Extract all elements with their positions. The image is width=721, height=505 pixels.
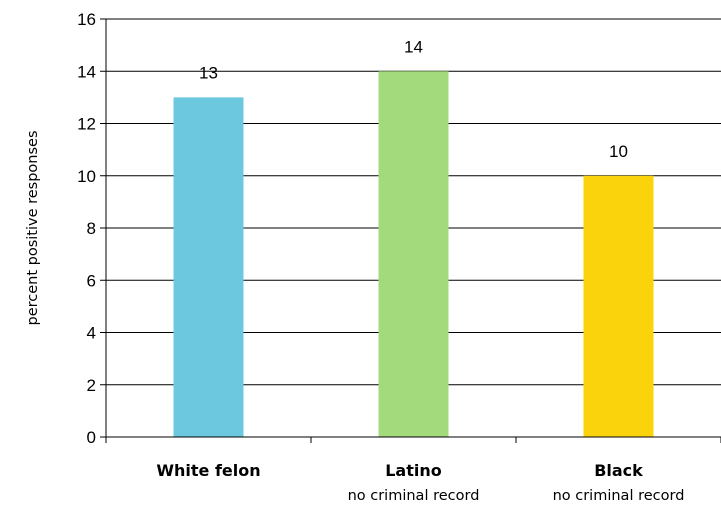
y-tick-label: 6	[87, 271, 96, 290]
data-labels: 13 14 10	[199, 37, 628, 161]
axes	[105, 19, 721, 438]
x-ticks	[105, 437, 721, 443]
y-tick-labels: 0 2 4 6 8 10 12 14 16	[77, 10, 96, 447]
y-tick-label: 0	[87, 428, 96, 447]
y-tick-label: 8	[87, 219, 96, 238]
bar	[378, 71, 449, 437]
category-sublabel: no criminal record	[348, 488, 480, 504]
category-labels: White felon Latino no criminal record Black…	[156, 461, 684, 504]
y-tick-label: 10	[77, 167, 96, 186]
category-label: White felon	[156, 461, 260, 480]
data-label: 10	[609, 142, 628, 161]
y-tick-label: 16	[77, 10, 96, 29]
bars	[173, 71, 654, 437]
category-sublabel: no criminal record	[553, 488, 685, 504]
y-tick-label: 4	[87, 324, 96, 343]
bar	[583, 175, 654, 437]
y-tick-label: 14	[77, 62, 96, 81]
y-axis-title: percent positive responses	[25, 130, 41, 325]
y-tick-label: 2	[87, 376, 96, 395]
bar	[173, 97, 244, 437]
data-label: 14	[404, 37, 423, 56]
y-tick-label: 12	[77, 115, 96, 134]
category-label: Latino	[385, 461, 442, 480]
category-label: Black	[594, 461, 643, 480]
data-label: 13	[199, 63, 218, 82]
